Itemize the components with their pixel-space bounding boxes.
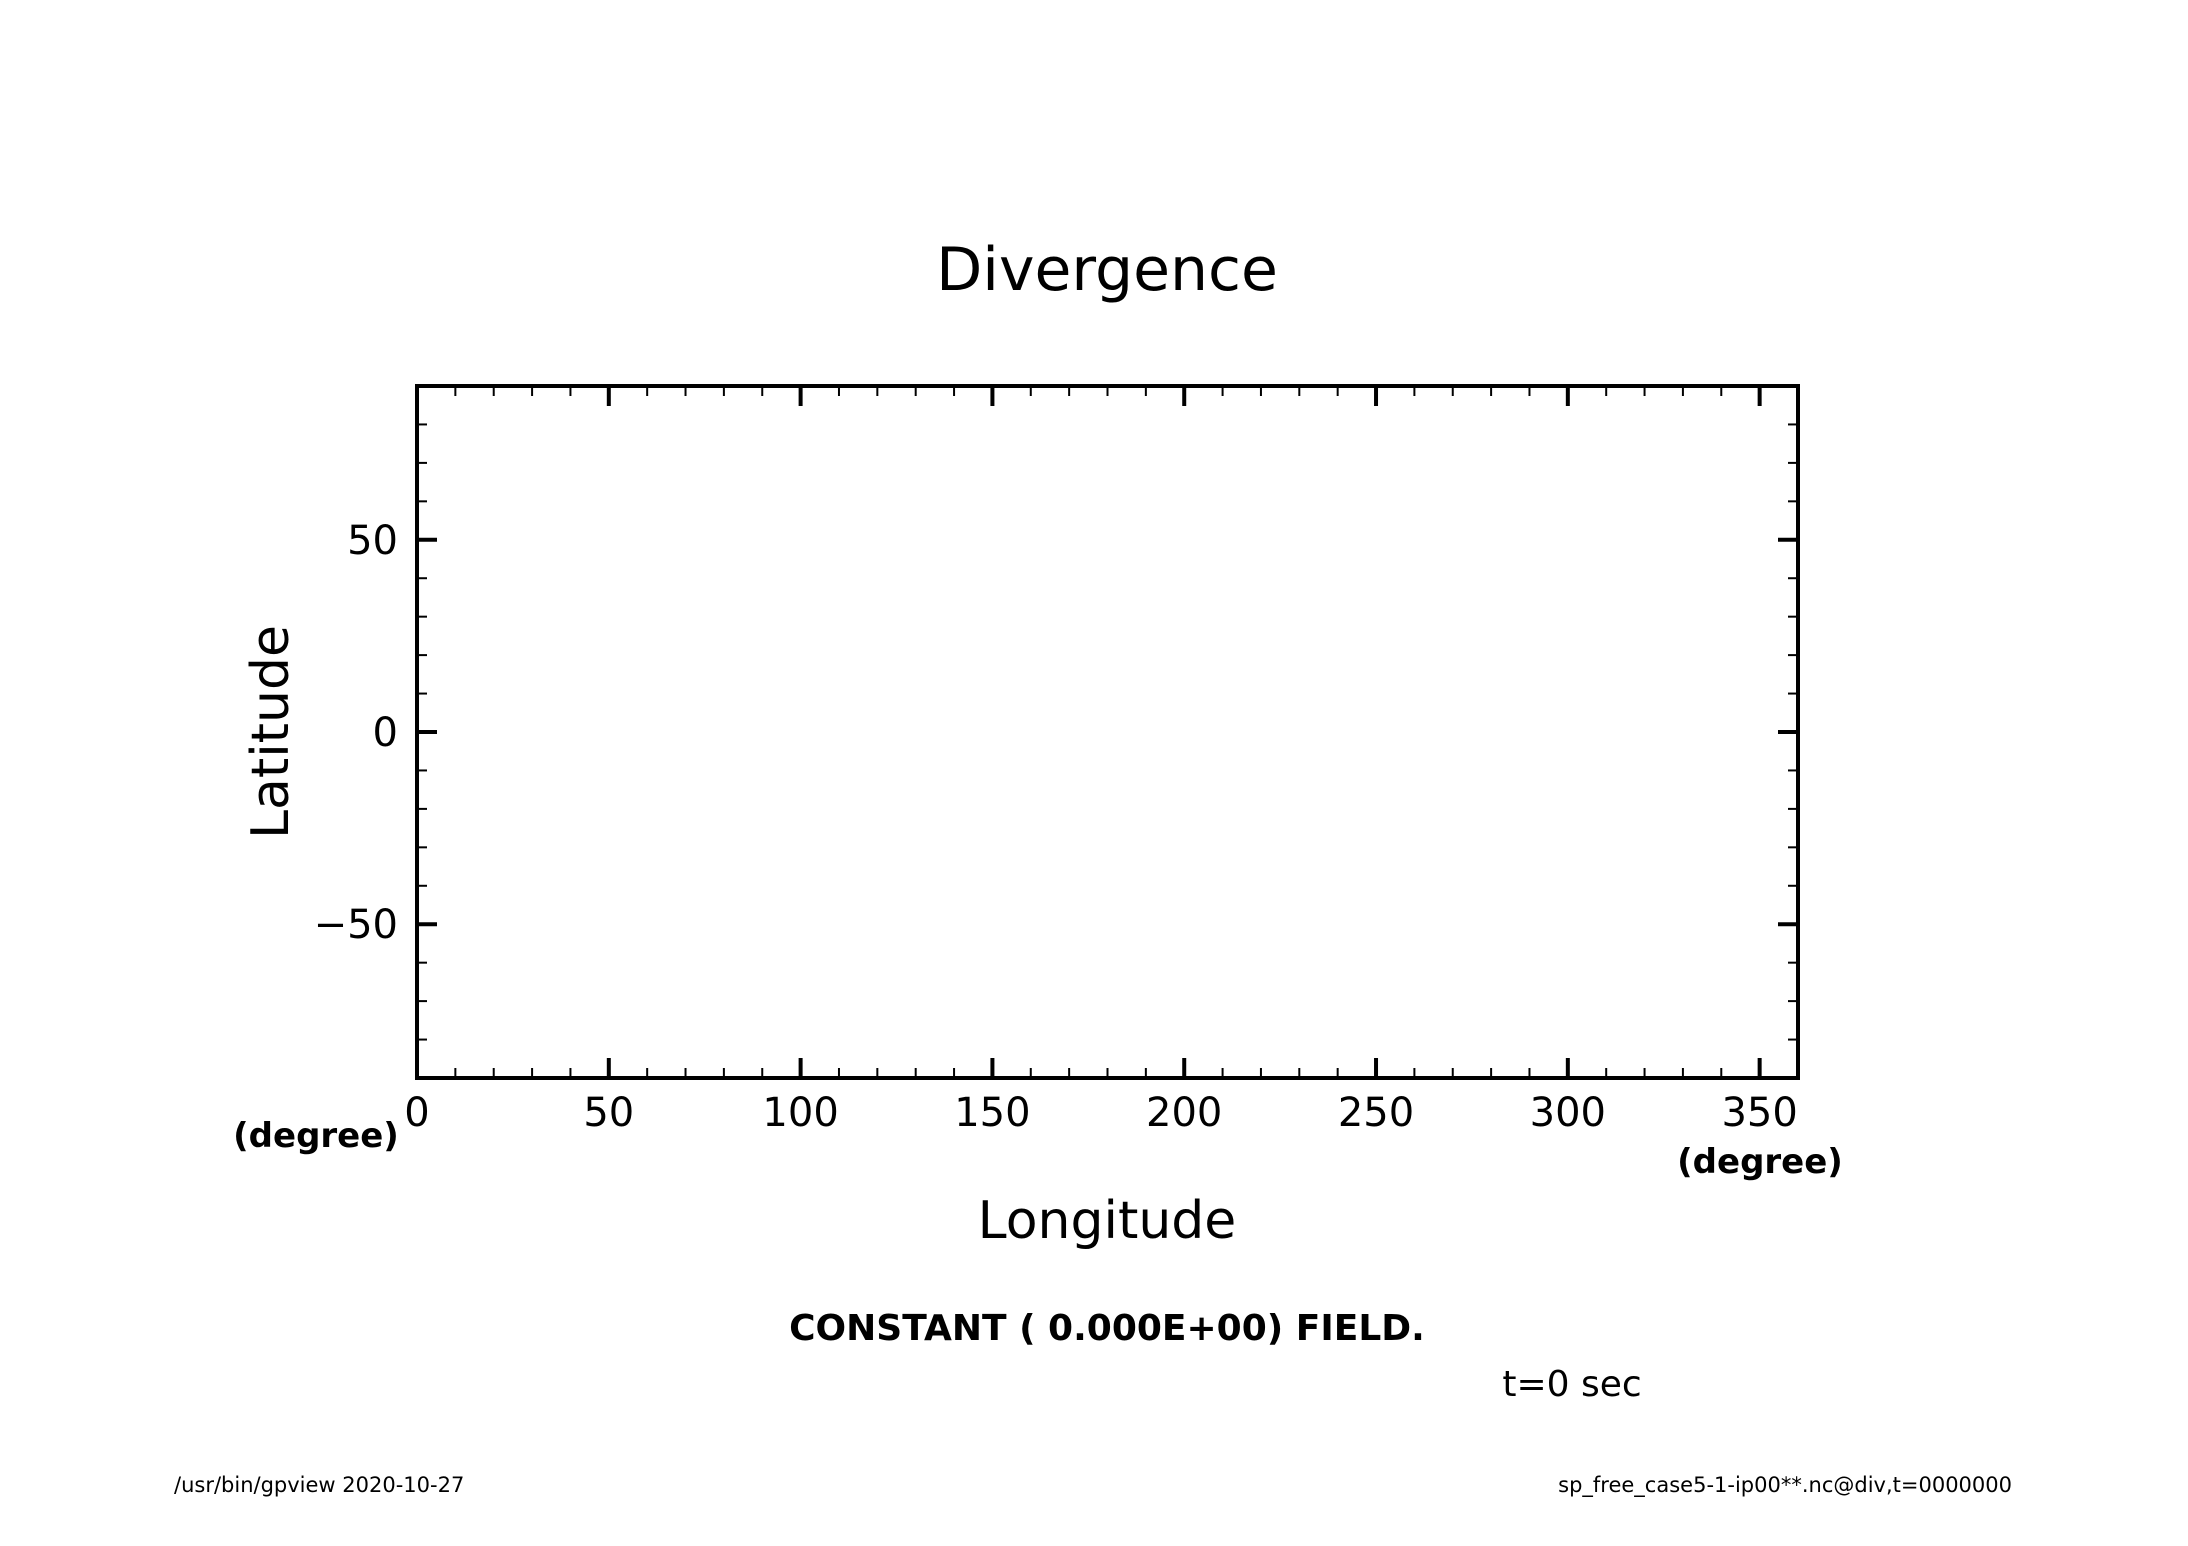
- field-annotation: CONSTANT ( 0.000E+00) FIELD.: [789, 1308, 1425, 1349]
- y-tick-labels: −50 0 50: [314, 518, 398, 948]
- footer-left: /usr/bin/gpview 2020-10-27: [174, 1473, 464, 1497]
- minor-ticks: [417, 385, 1799, 1079]
- y-tick-label: 0: [373, 710, 398, 756]
- y-axis-label: Latitude: [241, 625, 301, 839]
- x-tick-label: 0: [404, 1090, 429, 1136]
- x-unit-label-left: (degree): [233, 1116, 399, 1156]
- y-tick-label: −50: [314, 902, 398, 948]
- chart-title: Divergence: [936, 235, 1278, 305]
- x-tick-label: 300: [1530, 1090, 1606, 1136]
- x-tick-labels: 0 50 100 150 200 250 300 350: [404, 1090, 1798, 1136]
- x-tick-label: 100: [762, 1090, 838, 1136]
- x-tick-label: 200: [1146, 1090, 1222, 1136]
- y-tick-label: 50: [347, 518, 398, 564]
- x-tick-label: 50: [583, 1090, 634, 1136]
- x-axis-label: Longitude: [978, 1191, 1237, 1251]
- x-tick-label: 250: [1338, 1090, 1414, 1136]
- major-ticks: [415, 386, 1798, 1078]
- x-tick-label: 150: [954, 1090, 1030, 1136]
- plot-frame: [415, 384, 1800, 1080]
- x-unit-label-right: (degree): [1677, 1142, 1843, 1182]
- x-tick-label: 350: [1721, 1090, 1797, 1136]
- time-label: t=0 sec: [1502, 1364, 1641, 1405]
- footer-right: sp_free_case5-1-ip00**.nc@div,t=0000000: [1558, 1473, 2012, 1498]
